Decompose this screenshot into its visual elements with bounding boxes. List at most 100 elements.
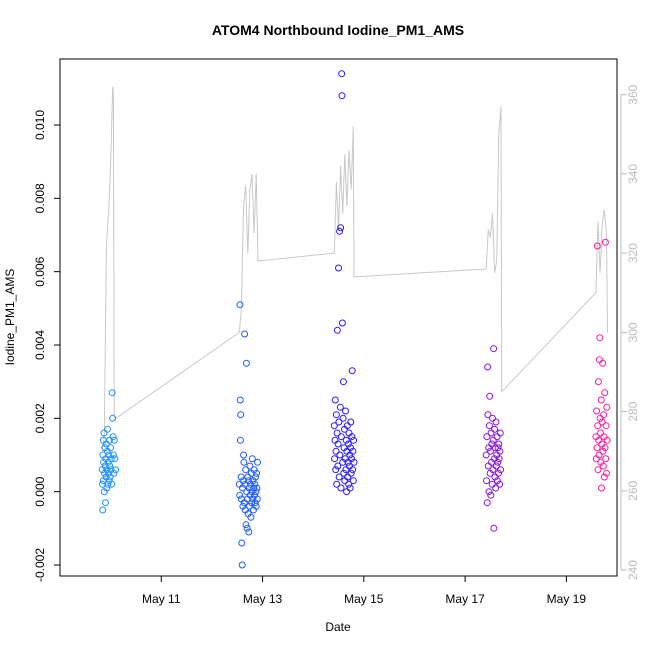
data-point <box>238 539 246 547</box>
data-point <box>240 458 248 466</box>
y2-tick-label: 300 <box>626 322 640 342</box>
plot-frame <box>59 58 618 577</box>
data-point <box>100 458 108 466</box>
data-point <box>496 447 504 455</box>
data-point <box>332 411 340 419</box>
data-point <box>492 484 500 492</box>
data-point <box>331 396 339 404</box>
data-point <box>487 491 495 499</box>
data-point <box>488 480 496 488</box>
data-point <box>109 451 117 459</box>
y-axis-label: Iodine_PM1_AMS <box>3 269 17 366</box>
data-point <box>240 451 248 459</box>
data-point <box>253 469 261 477</box>
y-tick-label: 0.002 <box>33 403 47 433</box>
data-point <box>603 436 611 444</box>
data-point <box>348 367 356 375</box>
data-point <box>236 396 244 404</box>
data-point <box>252 473 259 481</box>
data-point <box>491 473 499 481</box>
data-point <box>246 462 254 470</box>
data-point <box>493 477 501 485</box>
data-point <box>483 499 491 507</box>
data-point <box>595 451 603 459</box>
data-point <box>238 561 246 569</box>
point-layer <box>98 70 611 569</box>
data-point <box>335 418 343 426</box>
y-tick-label: 0.004 <box>33 330 47 360</box>
data-point <box>491 425 499 433</box>
data-point <box>248 499 256 507</box>
data-point <box>333 429 341 437</box>
data-point <box>252 502 260 510</box>
data-point <box>490 524 498 532</box>
data-point <box>347 418 355 426</box>
data-point <box>336 451 344 459</box>
data-point <box>339 378 347 386</box>
y-tick-label: 0.000 <box>33 476 47 506</box>
data-point <box>349 447 357 455</box>
data-point <box>347 469 355 477</box>
data-point <box>492 418 500 426</box>
data-point <box>603 403 611 411</box>
data-point <box>239 502 247 510</box>
data-point <box>99 480 106 488</box>
data-point <box>99 506 107 514</box>
data-point <box>251 499 259 507</box>
data-point <box>236 301 244 309</box>
data-point <box>336 403 344 411</box>
data-point <box>342 466 350 474</box>
data-point <box>237 411 245 419</box>
data-point <box>495 440 503 448</box>
data-point <box>488 440 496 448</box>
data-point <box>597 429 604 437</box>
data-point <box>342 436 350 444</box>
data-point <box>332 447 340 455</box>
data-point <box>603 469 610 477</box>
data-point <box>247 513 255 521</box>
data-point <box>105 451 113 459</box>
data-point <box>244 473 252 481</box>
data-point <box>601 238 609 246</box>
data-point <box>594 466 602 474</box>
y-tick-label: 0.010 <box>33 110 47 140</box>
data-point <box>347 444 354 452</box>
data-point <box>110 469 118 477</box>
data-point <box>484 363 492 371</box>
data-point <box>106 473 114 481</box>
data-point <box>349 477 357 485</box>
data-point <box>109 433 117 441</box>
data-point <box>253 495 261 503</box>
chart-title: ATOM4 Northbound Iodine_PM1_AMS <box>212 22 464 38</box>
data-point <box>598 418 606 426</box>
y-tick-label: 0.008 <box>33 183 47 213</box>
x-tick-label: May 17 <box>445 592 485 606</box>
data-point <box>246 502 253 510</box>
data-point <box>484 411 492 419</box>
data-point <box>108 389 116 397</box>
data-point <box>348 433 356 441</box>
secondary-line-layer <box>101 86 608 452</box>
y-tick-label: -0.002 <box>33 548 47 582</box>
data-point <box>235 480 243 488</box>
data-point <box>596 414 604 422</box>
y2-tick-label: 280 <box>626 401 640 421</box>
data-point <box>236 436 244 444</box>
data-point <box>491 444 499 452</box>
x-axis: May 11 May 13 May 15 May 17 May 19 <box>142 576 586 606</box>
data-point <box>110 436 118 444</box>
data-point <box>105 436 113 444</box>
data-point <box>350 436 358 444</box>
data-point <box>340 469 348 477</box>
data-point <box>494 444 502 452</box>
data-point <box>333 480 341 488</box>
y-axis: -0.002 0.000 0.002 0.004 0.006 0.008 0.010 <box>33 110 60 582</box>
data-point <box>334 440 342 448</box>
data-point <box>594 422 602 430</box>
data-point <box>345 480 353 488</box>
data-point <box>254 458 262 466</box>
data-point <box>495 469 502 477</box>
data-point <box>602 422 610 430</box>
data-point <box>337 224 345 232</box>
data-point <box>337 433 345 441</box>
